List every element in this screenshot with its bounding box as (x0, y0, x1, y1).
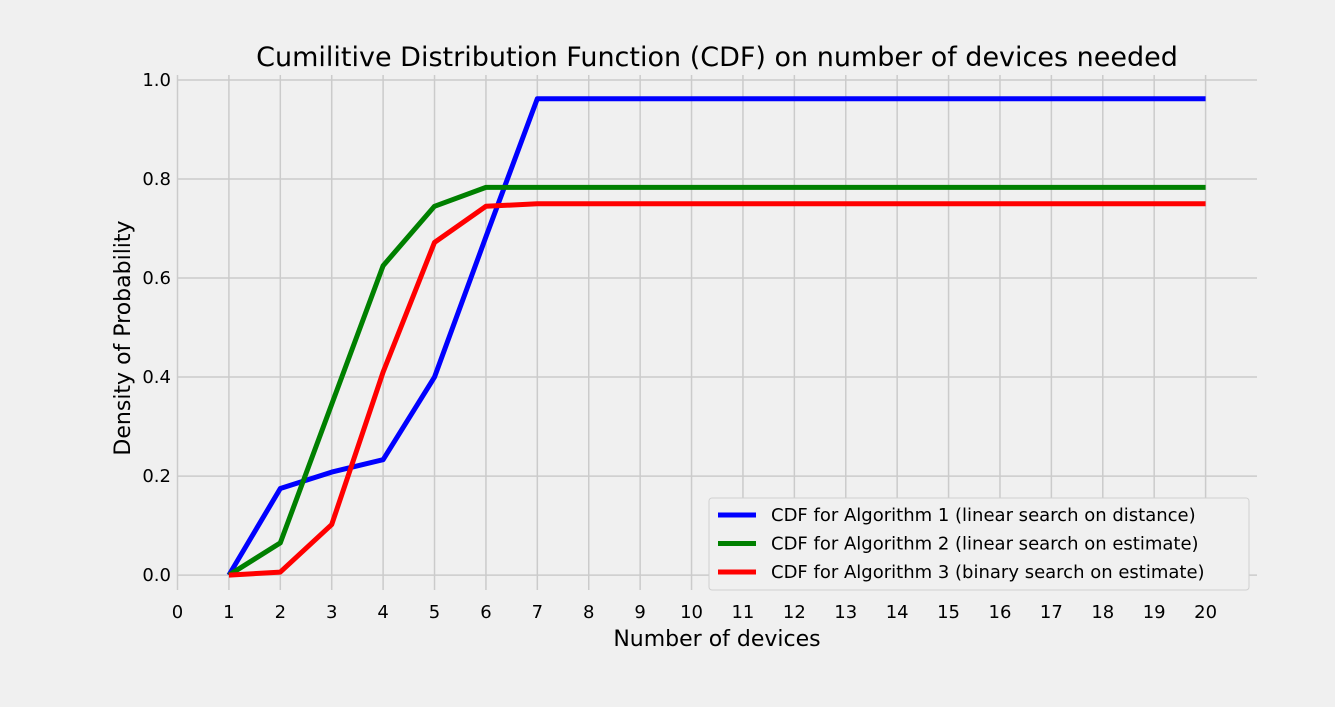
legend: CDF for Algorithm 1 (linear search on di… (708, 497, 1250, 591)
x-tick-label: 14 (886, 602, 909, 623)
x-tick-label: 2 (275, 602, 286, 623)
x-tick-label: 17 (1040, 602, 1063, 623)
x-tick-label: 1 (223, 602, 234, 623)
x-tick-label: 5 (429, 602, 440, 623)
legend-label-3: CDF for Algorithm 3 (binary search on es… (771, 562, 1205, 583)
series-line-3 (228, 201, 1206, 578)
x-tick-label: 7 (532, 602, 543, 623)
chart-title: Cumilitive Distribution Function (CDF) o… (256, 42, 1178, 73)
x-axis-label: Number of devices (613, 627, 820, 652)
x-tick-label: 6 (480, 602, 491, 623)
series-lines (226, 96, 1206, 578)
x-tick-label: 8 (583, 602, 594, 623)
y-tick-label: 0.0 (142, 565, 171, 586)
y-tick-label: 0.8 (142, 169, 171, 190)
x-tick-label: 16 (989, 602, 1012, 623)
x-tick-label: 9 (634, 602, 645, 623)
legend-box (708, 497, 1250, 591)
x-tick-label: 4 (377, 602, 388, 623)
x-tick-label: 12 (783, 602, 806, 623)
x-tick-label: 15 (937, 602, 960, 623)
x-tick-label: 19 (1143, 602, 1166, 623)
x-tick-label: 20 (1194, 602, 1217, 623)
x-tick-label: 0 (172, 602, 183, 623)
x-tick-label: 13 (834, 602, 857, 623)
series-line-1 (226, 96, 1206, 577)
legend-label-1: CDF for Algorithm 1 (linear search on di… (771, 505, 1196, 526)
y-tick-label: 0.6 (142, 268, 171, 289)
x-tick-label: 11 (731, 602, 754, 623)
series-line-2 (227, 184, 1206, 578)
x-tick-label: 10 (680, 602, 703, 623)
tick-labels: 0 1 2 3 4 5 6 7 8 9 10 11 12 13 14 15 16 17 18 19 200.00.20.… (142, 70, 1217, 623)
x-tick-label: 3 (326, 602, 337, 623)
x-tick-label: 18 (1091, 602, 1114, 623)
y-tick-label: 0.4 (142, 367, 171, 388)
y-axis-label: Density of Probability (111, 220, 136, 455)
y-tick-label: 1.0 (142, 70, 171, 91)
y-tick-label: 0.2 (142, 466, 171, 487)
legend-label-2: CDF for Algorithm 2 (linear search on es… (771, 534, 1199, 555)
